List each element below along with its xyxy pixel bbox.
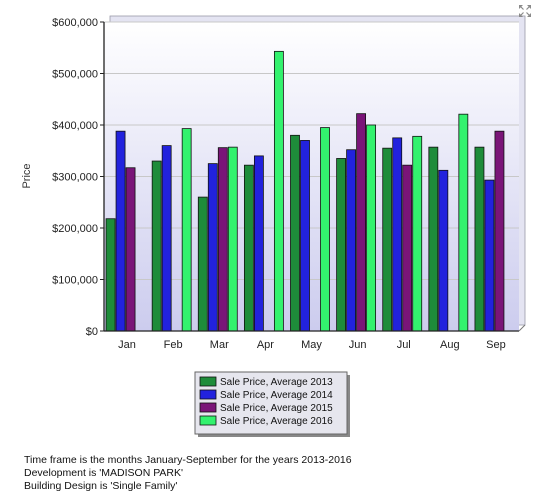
y-axis-label: Price [21,163,33,188]
bar [382,147,393,332]
legend-swatch [199,402,217,413]
x-tick-label: Feb [164,339,183,351]
bar [253,155,264,332]
grid-lines [104,21,519,332]
x-tick-label: Aug [440,339,460,351]
y-tick-label: $0 [86,326,98,338]
x-tick-label: Jun [349,339,367,351]
legend-swatch [199,376,217,387]
legend-label: Sale Price, Average 2013 [220,377,333,388]
bar [412,135,423,332]
footnote-development: Development is 'MADISON PARK' [24,467,184,479]
bar [161,145,172,332]
axis-depth-edge [518,324,526,332]
x-tick-label: Sep [486,339,506,351]
bar [300,140,310,332]
bar [474,146,485,332]
legend-label: Sale Price, Average 2015 [220,403,333,414]
bar [207,163,218,332]
bar [484,179,495,332]
bar [336,158,347,332]
bar [290,134,300,332]
bar [402,164,413,332]
axes [100,21,526,332]
bar [428,146,439,332]
legend-label: Sale Price, Average 2014 [220,390,333,401]
bar [366,124,377,332]
bars [105,50,505,332]
bar [273,50,284,332]
bar [115,130,126,332]
y-tick-label: $300,000 [52,172,98,184]
bar [151,160,162,332]
x-tick-label: Jul [397,339,411,351]
bar [181,128,192,332]
bar [494,130,505,332]
expand-arrows-icon[interactable] [518,4,532,18]
bar [346,149,357,332]
footnote-timeframe: Time frame is the months January-Septemb… [24,454,352,466]
legend-label: Sale Price, Average 2016 [220,416,333,427]
y-tick-label: $400,000 [52,120,98,132]
bar [227,146,238,332]
x-tick-label: Mar [210,339,229,351]
bar [105,218,116,332]
legend-swatch [199,389,217,400]
legend-box [194,371,348,435]
bar [320,127,330,332]
bar [356,113,367,332]
bar [438,169,449,332]
legend: Sale Price, Average 2013 Sale Price, Aver… [194,371,350,437]
bar [243,164,254,332]
y-tick-label: $600,000 [52,17,98,29]
bar [392,137,403,332]
bar [197,196,208,332]
y-tick-label: $100,000 [52,275,98,287]
x-tick-label: May [301,339,322,351]
bar [217,147,228,332]
y-tick-label: $500,000 [52,69,98,81]
y-tick-label: $200,000 [52,223,98,235]
y-tick-labels: $0 $100,000 $200,000 $300,000 $400,000 $500,0… [52,17,98,338]
footnotes: Time frame is the months January-Septemb… [24,454,352,493]
x-tick-label: Jan [118,339,136,351]
x-tick-labels: Jan Feb Mar Apr May Jun Jul Aug Sep [118,339,506,351]
footnote-building-design: Building Design is 'Single Family' [24,480,178,492]
bar [125,167,136,332]
bar [458,113,469,332]
x-tick-label: Apr [257,339,274,351]
legend-swatch [199,415,217,426]
